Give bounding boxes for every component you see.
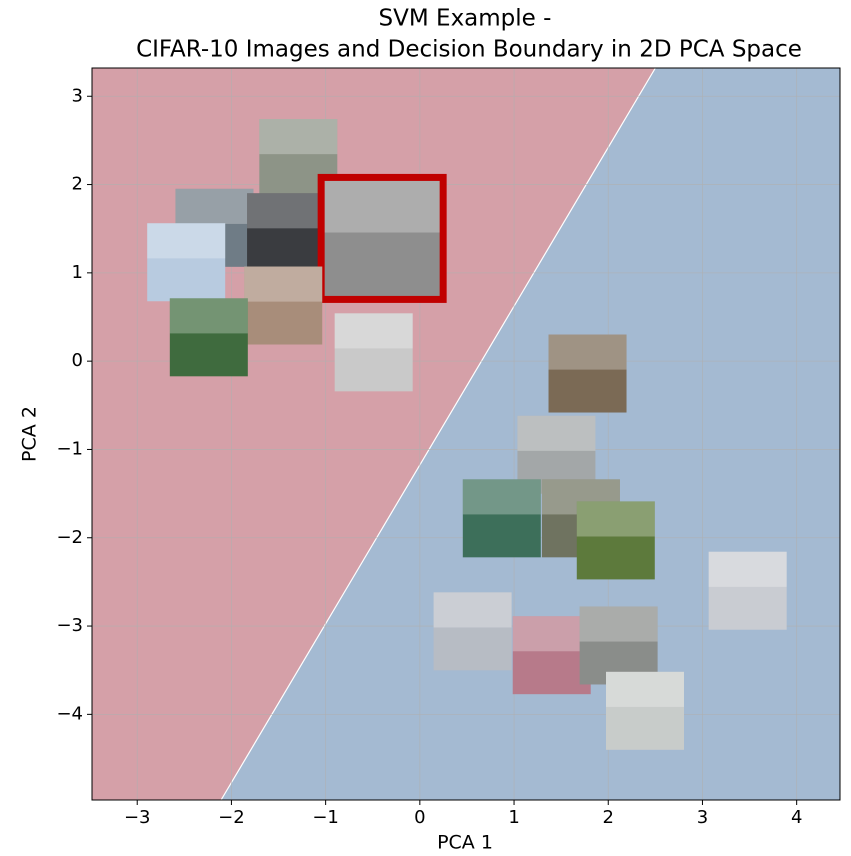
image-shading [579, 606, 658, 642]
image-shading [259, 119, 338, 155]
x-tick-label: −3 [124, 807, 151, 828]
chart-title: SVM Example - [379, 6, 552, 32]
y-tick-label: 1 [72, 262, 83, 283]
image-shading [323, 179, 442, 233]
image-shading [147, 223, 226, 259]
image-thumbnail [605, 671, 684, 750]
y-axis-label: PCA 2 [19, 406, 41, 462]
image-shading [244, 266, 323, 302]
x-tick-label: −2 [218, 807, 245, 828]
y-tick-label: −3 [56, 615, 83, 636]
x-tick-label: 1 [508, 807, 519, 828]
x-tick-label: −1 [312, 807, 339, 828]
image-shading [548, 334, 627, 370]
y-tick-label: −4 [56, 703, 83, 724]
y-tick-label: −1 [56, 438, 83, 459]
y-tick-label: 0 [72, 350, 83, 371]
plot-frame [91, 67, 841, 801]
image-thumbnail [323, 179, 442, 298]
image-thumbnail [579, 606, 658, 685]
image-shading [605, 671, 684, 707]
x-tick-label: 2 [603, 807, 614, 828]
image-thumbnail [576, 501, 655, 580]
image-thumbnail [548, 334, 627, 413]
x-tick-label: 4 [791, 807, 802, 828]
image-shading [708, 551, 787, 587]
image-shading [512, 616, 591, 652]
chart-subtitle: CIFAR-10 Images and Decision Boundary in… [136, 37, 802, 63]
y-tick-label: 2 [72, 174, 83, 195]
highlight-frame [317, 173, 447, 303]
y-tick-label: 3 [72, 85, 83, 106]
image-shading [462, 479, 541, 515]
image-shading [247, 193, 326, 229]
image-shading [169, 298, 248, 334]
image-thumbnail [147, 223, 226, 302]
x-axis-label: PCA 1 [437, 832, 493, 853]
image-thumbnail [247, 193, 326, 272]
y-tick-label: −2 [56, 527, 83, 548]
image-thumbnail [512, 616, 591, 695]
image-shading [517, 415, 596, 451]
image-thumbnail [334, 313, 413, 392]
image-thumbnail [244, 266, 323, 345]
image-shading [576, 501, 655, 537]
image-shading [334, 313, 413, 349]
image-shading [433, 592, 512, 628]
image-thumbnail [462, 479, 541, 558]
x-tick-label: 3 [697, 807, 708, 828]
image-thumbnail [169, 298, 248, 377]
decision-boundary [220, 67, 656, 801]
image-shading [175, 188, 254, 224]
image-thumbnail [433, 592, 512, 671]
image-thumbnail [708, 551, 787, 630]
x-tick-label: 0 [414, 807, 425, 828]
